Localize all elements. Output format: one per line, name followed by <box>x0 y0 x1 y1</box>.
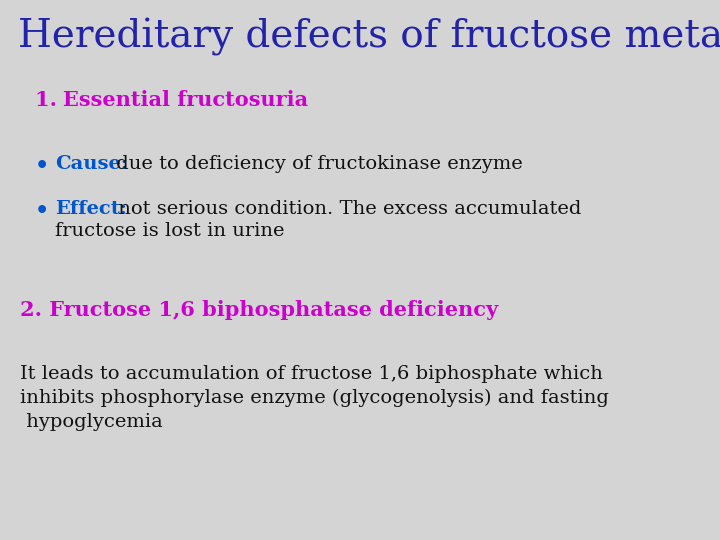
Text: due to deficiency of fructokinase enzyme: due to deficiency of fructokinase enzyme <box>110 155 523 173</box>
Text: Effect:: Effect: <box>55 200 127 218</box>
Text: Cause:: Cause: <box>55 155 128 173</box>
Text: hypoglycemia: hypoglycemia <box>20 413 163 431</box>
Text: 2. Fructose 1,6 biphosphatase deficiency: 2. Fructose 1,6 biphosphatase deficiency <box>20 300 498 320</box>
Text: •: • <box>35 200 49 222</box>
Text: fructose is lost in urine: fructose is lost in urine <box>55 222 284 240</box>
Text: •: • <box>35 155 49 177</box>
Text: It leads to accumulation of fructose 1,6 biphosphate which: It leads to accumulation of fructose 1,6… <box>20 365 603 383</box>
Text: inhibits phosphorylase enzyme (glycogenolysis) and fasting: inhibits phosphorylase enzyme (glycogeno… <box>20 389 609 407</box>
Text: not serious condition. The excess accumulated: not serious condition. The excess accumu… <box>112 200 581 218</box>
Text: Essential fructosuria: Essential fructosuria <box>63 90 308 110</box>
Text: 1.: 1. <box>35 90 71 110</box>
Text: Hereditary defects of fructose metabolism: Hereditary defects of fructose metabolis… <box>18 18 720 56</box>
